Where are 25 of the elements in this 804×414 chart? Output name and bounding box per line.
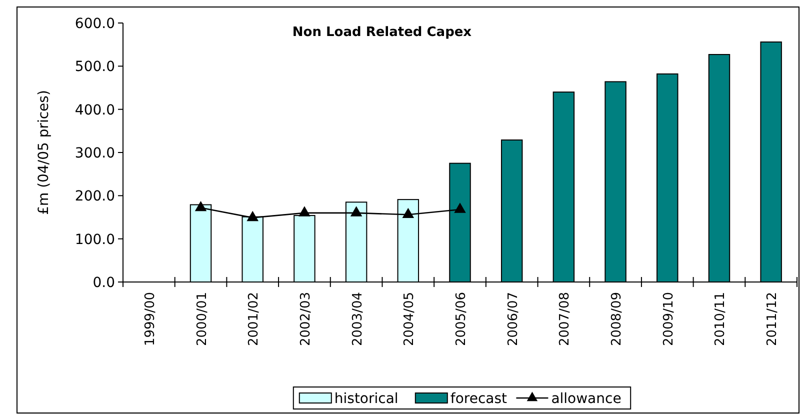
x-tick-label: 2005/06 [454, 292, 469, 346]
legend-label: allowance [551, 391, 622, 407]
y-tick-label: 500.0 [74, 59, 115, 76]
x-tick-label: 2007/08 [558, 292, 573, 346]
x-tick-label: 2004/05 [402, 292, 418, 346]
legend-label: historical [334, 391, 398, 407]
x-tick-label: 2008/09 [610, 292, 625, 346]
y-axis-title: £m (04/05 prices) [36, 90, 52, 215]
y-tick-label: 400.0 [74, 102, 115, 118]
x-tick-label: 2006/07 [506, 292, 521, 346]
x-tick-label: 2000/01 [194, 292, 210, 346]
y-tick-label: 200.0 [74, 188, 115, 205]
legend-label: forecast [450, 391, 508, 407]
x-tick-label: 2002/03 [298, 292, 314, 346]
x-tick-label: 2003/04 [350, 292, 366, 346]
x-tick-label: 2009/10 [661, 292, 676, 346]
y-tick-label: 600.0 [74, 16, 115, 32]
chart-title: Non Load Related Capex [292, 25, 472, 40]
y-tick-label: 100.0 [74, 232, 115, 248]
y-tick-label: 0.0 [92, 275, 115, 291]
y-tick-label: 300.0 [74, 146, 115, 162]
x-tick-label: 1999/00 [142, 292, 158, 346]
x-tick-label: 2011/12 [765, 292, 780, 346]
x-tick-label: 2001/02 [246, 292, 262, 346]
x-tick-label: 2010/11 [713, 292, 728, 346]
